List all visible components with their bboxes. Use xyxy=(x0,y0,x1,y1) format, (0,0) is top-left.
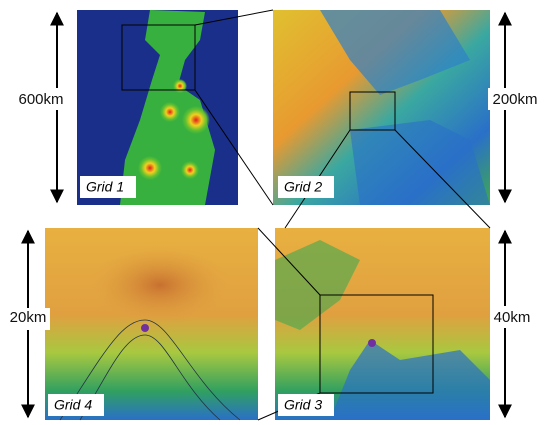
grid-label: Grid 3 xyxy=(284,397,322,413)
scale-label: 600km xyxy=(18,91,63,108)
grid-label: Grid 1 xyxy=(86,179,124,195)
panel-grid-3 xyxy=(275,228,490,420)
panel-grid-1 xyxy=(77,10,238,205)
figure: 600km 200km 20km 40km Grid 1 Grid 2 Grid… xyxy=(0,0,545,425)
panel-grid-4 xyxy=(45,228,258,420)
grid-label: Grid 4 xyxy=(54,397,92,413)
panel-grid-2 xyxy=(273,10,490,205)
scale-label: 20km xyxy=(10,309,47,326)
scale-label: 200km xyxy=(492,91,537,108)
grid-label: Grid 2 xyxy=(284,179,322,195)
scale-label: 40km xyxy=(494,309,531,326)
